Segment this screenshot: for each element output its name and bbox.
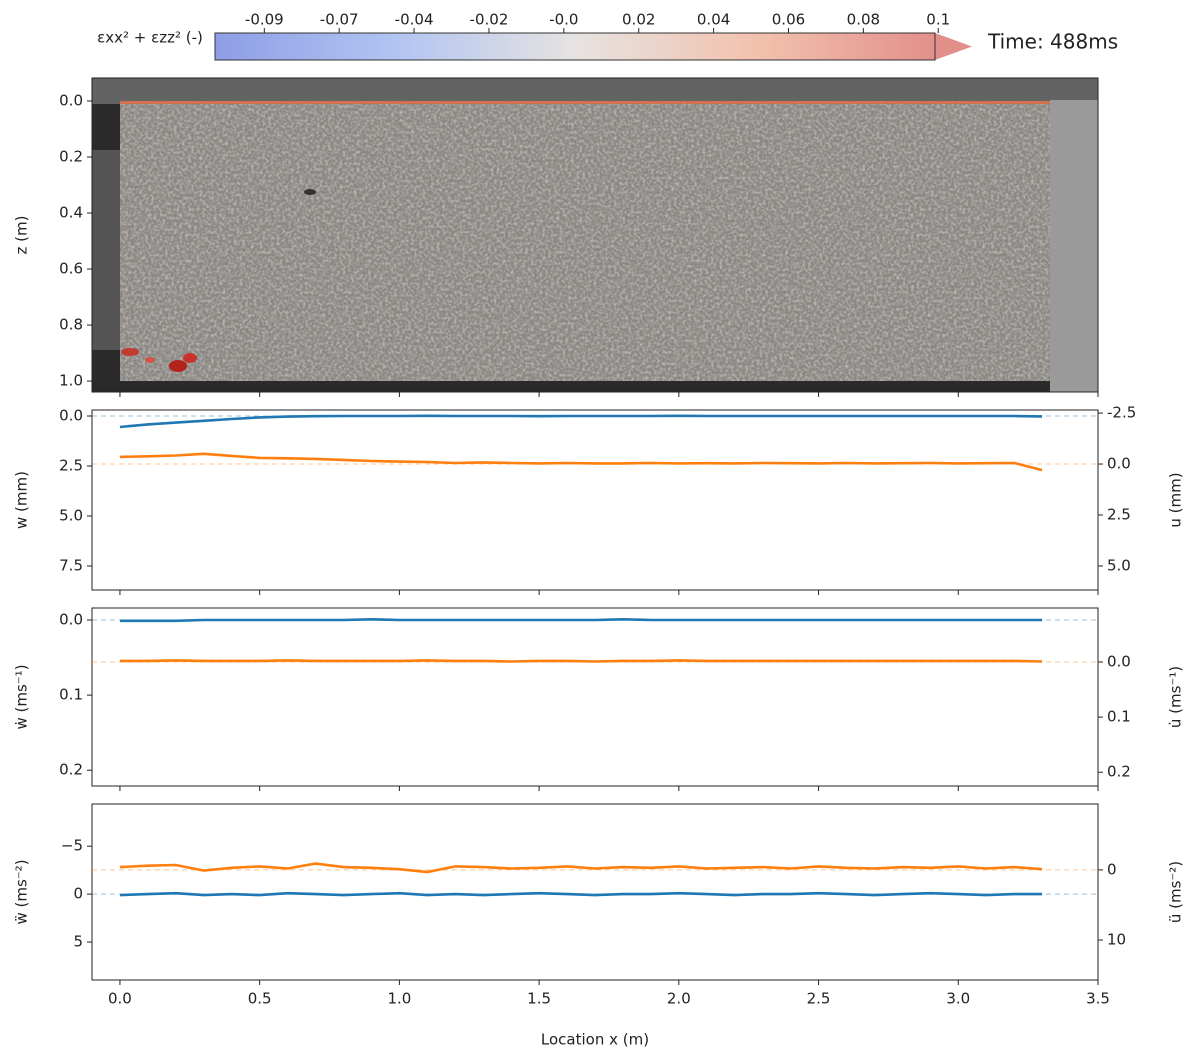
- y-tick-label: 0.0: [1107, 653, 1131, 671]
- colorbar-tick-label: 0.08: [847, 11, 880, 29]
- y-tick-label: 5.0: [59, 507, 83, 525]
- data-line: [119, 891, 1043, 897]
- y-axis-label: ẇ (ms⁻¹): [13, 664, 31, 729]
- colorbar-extend: [935, 33, 972, 60]
- y-tick-label: 7.5: [59, 557, 83, 575]
- data-line: [119, 659, 1043, 663]
- x-tick-label: 3.5: [1086, 990, 1110, 1008]
- x-tick-label: 2.0: [667, 990, 691, 1008]
- y-tick-label: 0.4: [59, 204, 83, 222]
- colorbar-tick-label: -0.02: [470, 11, 509, 29]
- colorbar-frame: [214, 32, 936, 61]
- y-tick-label: 0.1: [1107, 708, 1131, 726]
- data-line: [119, 862, 1043, 874]
- y-tick-label: 0.8: [59, 316, 83, 334]
- y-tick-label: 1.0: [59, 372, 83, 390]
- data-line: [119, 452, 1043, 472]
- y-tick-label: 2.5: [1107, 505, 1131, 523]
- colorbar-tick-label: -0.0: [549, 11, 578, 29]
- colorbar-tick-label: -0.04: [395, 11, 434, 29]
- data-line: [119, 414, 1043, 429]
- time-annotation: Time: 488ms: [987, 30, 1118, 54]
- y-tick-label: 2.5: [59, 457, 83, 475]
- x-tick-label: 1.5: [527, 990, 551, 1008]
- y-tick-label: -2.5: [1107, 404, 1136, 422]
- y-tick-label: 0.0: [59, 611, 83, 629]
- y-tick-label: 10: [1107, 931, 1126, 949]
- x-tick-label: 3.0: [946, 990, 970, 1008]
- y-tick-label: 5.0: [1107, 556, 1131, 574]
- axes-frame: [91, 607, 1099, 787]
- y-tick-label: 0.0: [59, 407, 83, 425]
- colorbar-tick-label: 0.04: [697, 11, 730, 29]
- colorbar-tick-label: 0.06: [772, 11, 805, 29]
- axes-frame: [91, 409, 1099, 591]
- colorbar: [215, 33, 935, 60]
- y-axis-label: w (mm): [13, 471, 31, 529]
- x-tick-label: 0.0: [108, 990, 132, 1008]
- y-tick-label: −5: [61, 837, 83, 855]
- y-tick-label: 0.2: [1107, 763, 1131, 781]
- colorbar-tick-label: 0.02: [622, 11, 655, 29]
- y-tick-label: 0.0: [1107, 455, 1131, 473]
- x-tick-label: 2.5: [807, 990, 831, 1008]
- y-axis-label: u̇ (ms⁻¹): [1167, 666, 1185, 728]
- colorbar-tick-label: 0.1: [926, 11, 950, 29]
- x-axis-label: Location x (m): [541, 1031, 649, 1049]
- y-tick-label: 0: [1107, 860, 1117, 878]
- colorbar-label: εxx² + εzz² (-): [97, 29, 203, 47]
- colorbar-tick-label: -0.07: [320, 11, 359, 29]
- y-tick-label: 0.6: [59, 260, 83, 278]
- colorbar-tick-label: -0.09: [245, 11, 284, 29]
- y-axis-label: u (mm): [1167, 472, 1185, 527]
- y-tick-label: 0.2: [59, 147, 83, 165]
- x-tick-label: 0.5: [248, 990, 272, 1008]
- y-tick-label: 0.1: [59, 686, 83, 704]
- x-tick-label: 1.0: [387, 990, 411, 1008]
- y-tick-label: 0.2: [59, 761, 83, 779]
- y-tick-label: 5: [73, 933, 83, 951]
- y-axis-label: ü (ms⁻²): [1167, 861, 1185, 923]
- y-tick-label: 0: [73, 885, 83, 903]
- axes-frame: [91, 77, 1099, 393]
- photo: [92, 78, 1098, 392]
- axes-frame: [91, 803, 1099, 981]
- data-line: [119, 617, 1043, 623]
- y-tick-label: 0.0: [59, 91, 83, 109]
- y-axis-label: z (m): [13, 216, 31, 255]
- y-axis-label: ẅ (ms⁻²): [13, 859, 31, 924]
